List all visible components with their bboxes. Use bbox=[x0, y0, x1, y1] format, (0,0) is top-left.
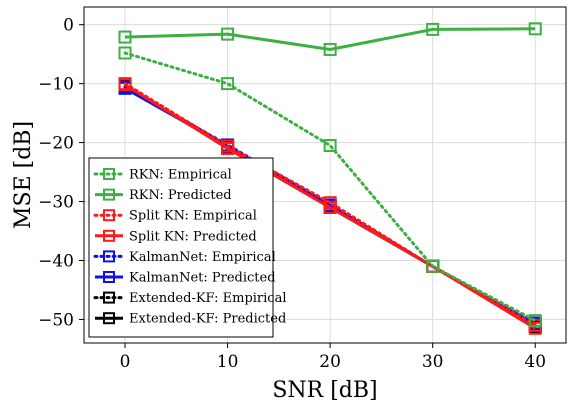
legend-swatch-marker bbox=[103, 271, 115, 283]
data-point-marker bbox=[221, 77, 235, 91]
series-rkn-empirical bbox=[118, 46, 542, 328]
legend-item: KalmanNet: Predicted bbox=[95, 271, 276, 286]
legend-swatch-marker bbox=[103, 168, 115, 180]
legend-label: KalmanNet: Predicted bbox=[129, 271, 276, 286]
legend-box bbox=[88, 157, 274, 338]
legend-item: KalmanNet: Empirical bbox=[93, 250, 276, 265]
legend-label: KalmanNet: Empirical bbox=[129, 250, 276, 265]
y-tick-label: −50 bbox=[38, 310, 74, 330]
legend: RKN: Empirical RKN: Predicted Split KN: Em… bbox=[88, 157, 286, 338]
legend-label: Extended-KF: Predicted bbox=[129, 312, 286, 327]
legend-swatch-marker bbox=[103, 188, 115, 201]
legend-item: Split KN: Empirical bbox=[93, 209, 257, 224]
plot-frame bbox=[83, 6, 567, 344]
data-point-marker bbox=[528, 22, 542, 36]
legend-item: RKN: Empirical bbox=[93, 168, 232, 183]
data-point-marker bbox=[118, 30, 132, 44]
legend-label: Split KN: Predicted bbox=[129, 229, 257, 244]
legend-label: RKN: Empirical bbox=[129, 168, 232, 183]
data-point-marker bbox=[323, 42, 337, 56]
legend-item: Extended-KF: Empirical bbox=[93, 291, 286, 306]
x-axis-label: SNR [dB] bbox=[272, 378, 377, 403]
data-point-marker bbox=[323, 200, 337, 214]
y-axis-label: MSE [dB] bbox=[11, 121, 36, 229]
data-point-marker bbox=[528, 314, 542, 328]
x-tick-label: 40 bbox=[524, 352, 546, 372]
legend-item: Split KN: Predicted bbox=[95, 229, 257, 244]
series-line bbox=[124, 27, 536, 51]
data-point-marker bbox=[221, 141, 235, 155]
legend-swatch-marker bbox=[103, 291, 115, 304]
series-line bbox=[124, 83, 537, 330]
x-tick-label: 0 bbox=[120, 352, 131, 372]
x-tick-label: 20 bbox=[319, 352, 341, 372]
data-point-marker bbox=[118, 46, 132, 60]
data-point-marker bbox=[118, 78, 132, 92]
y-tick-label: −10 bbox=[38, 75, 74, 95]
x-tick-label: 30 bbox=[422, 352, 444, 372]
legend-swatch-marker bbox=[103, 209, 115, 222]
legend-label: RKN: Predicted bbox=[129, 188, 232, 203]
legend-item: Extended-KF: Predicted bbox=[95, 312, 286, 327]
series-line bbox=[123, 51, 537, 323]
legend-item: RKN: Predicted bbox=[95, 188, 232, 203]
legend-swatch-marker bbox=[103, 250, 115, 263]
data-point-marker bbox=[528, 321, 542, 335]
series-rkn-predicted bbox=[118, 22, 542, 56]
data-point-marker bbox=[323, 139, 337, 153]
data-point-marker bbox=[426, 22, 440, 36]
legend-swatch-marker bbox=[103, 312, 115, 325]
data-point-marker bbox=[221, 27, 235, 41]
legend-swatch-marker bbox=[103, 229, 115, 242]
ticks: 0 10 20 30 40 0 −10 −20 −30 −40 −50 bbox=[38, 16, 546, 372]
y-tick-label: −40 bbox=[38, 251, 74, 271]
series-layer bbox=[118, 22, 542, 335]
legend-label: Split KN: Empirical bbox=[129, 209, 257, 224]
y-tick-label: −30 bbox=[38, 193, 74, 213]
y-tick-label: 0 bbox=[63, 16, 74, 36]
x-tick-label: 10 bbox=[217, 352, 239, 372]
y-tick-label: −20 bbox=[38, 134, 74, 154]
data-point-marker bbox=[426, 259, 440, 273]
legend-label: Extended-KF: Empirical bbox=[129, 291, 286, 306]
